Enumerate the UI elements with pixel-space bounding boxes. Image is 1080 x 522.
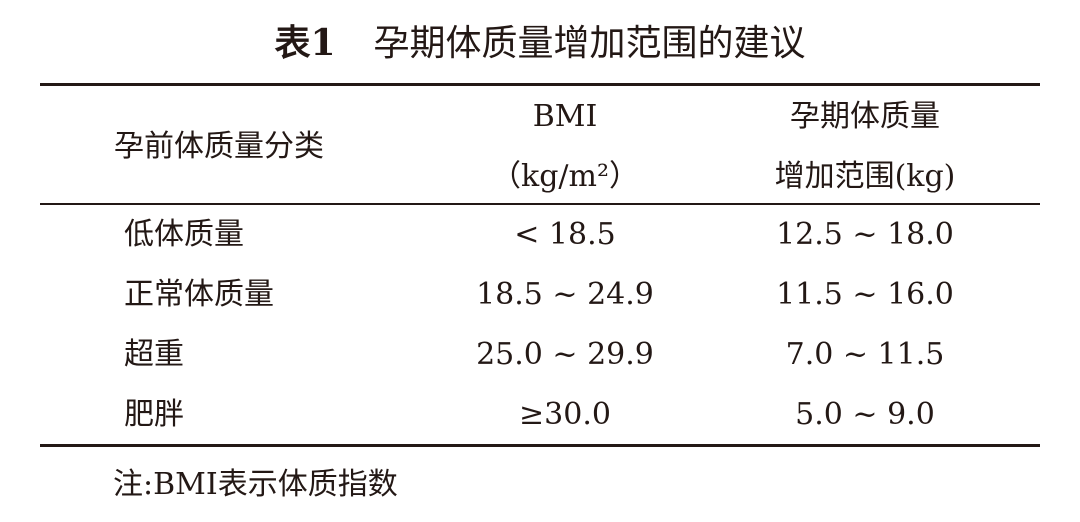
header-bmi: BMI: [532, 99, 598, 134]
bottom-rule: [40, 444, 1040, 447]
table-number: 表1: [274, 22, 336, 64]
header-rule: [40, 203, 1040, 205]
header-gain: 孕期体质量: [790, 99, 940, 134]
table-row-category: 超重: [124, 337, 184, 372]
table-caption: 孕期体质量增加范围的建议: [373, 23, 806, 64]
header-bmi-unit: （kg/m²）: [491, 159, 639, 194]
table-row-category: 肥胖: [124, 397, 184, 432]
table-row-gain: 12.5 ~ 18.0: [776, 217, 954, 252]
table-note: 注:BMI表示体质指数: [113, 467, 398, 502]
header-category: 孕前体质量分类: [114, 129, 324, 164]
table-row-category: 正常体质量: [124, 277, 274, 312]
top-rule: [40, 83, 1040, 86]
table-row-gain: 7.0 ~ 11.5: [785, 337, 945, 372]
table-row-bmi: 18.5 ~ 24.9: [476, 277, 654, 312]
table-title: 表1 孕期体质量增加范围的建议: [0, 18, 1080, 69]
table-row-category: 低体质量: [124, 217, 244, 252]
table-row-bmi: ≥30.0: [519, 397, 611, 432]
header-gain-range: 增加范围(kg): [774, 159, 956, 194]
table-row-bmi: < 18.5: [514, 217, 616, 252]
table-row-gain: 11.5 ~ 16.0: [776, 277, 954, 312]
table-row-gain: 5.0 ~ 9.0: [795, 397, 935, 432]
table-row-bmi: 25.0 ~ 29.9: [476, 337, 654, 372]
